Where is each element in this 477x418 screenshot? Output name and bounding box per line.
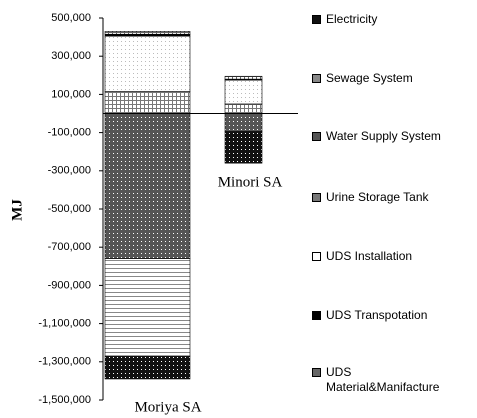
bar-segment: [104, 258, 191, 357]
legend-label: UDS Transpotation: [326, 308, 428, 322]
y-tick-label: 100,000: [51, 88, 91, 100]
y-tick-label: 300,000: [51, 50, 91, 62]
bar-segment: [104, 35, 191, 92]
bar-segment: [224, 113, 263, 132]
bar-segment: [224, 79, 263, 105]
legend-item: Sewage System: [312, 71, 477, 86]
category-label: Moriya SA: [134, 399, 201, 415]
bar-segment: [104, 113, 191, 259]
legend-swatch: [312, 252, 321, 261]
legend-swatch: [312, 368, 321, 377]
bar-segment: [224, 75, 263, 80]
y-tick-label: -700,000: [48, 241, 91, 253]
legend-item: Electricity: [312, 12, 477, 27]
legend-label: Urine Storage Tank: [326, 190, 429, 204]
y-tick-label: -900,000: [48, 279, 91, 291]
y-tick-label: -300,000: [48, 165, 91, 177]
legend-label: UDS Installation: [326, 249, 413, 263]
y-axis-label: MJ: [9, 199, 25, 221]
y-tick-label: 500,000: [51, 12, 91, 24]
legend-label: UDS Material&Manifacture: [326, 365, 440, 394]
y-tick-label: -100,000: [48, 127, 91, 139]
bar-segment: [224, 103, 263, 114]
legend-label: Electricity: [326, 12, 378, 26]
legend-swatch: [312, 132, 321, 141]
legend-item: UDS Installation: [312, 249, 477, 264]
legend-swatch: [312, 311, 321, 320]
legend-label: Water Supply System: [326, 129, 441, 143]
legend-item: UDS Material&Manifacture: [312, 365, 477, 395]
bar-segment: [224, 131, 263, 164]
y-tick-label: -1,100,000: [38, 318, 91, 330]
legend-swatch: [312, 193, 321, 202]
legend-item: Water Supply System: [312, 129, 477, 144]
y-tick-label: -1,300,000: [38, 356, 91, 368]
legend-swatch: [312, 15, 321, 24]
legend-item: UDS Transpotation: [312, 308, 477, 323]
y-tick-label: -1,500,000: [38, 394, 91, 406]
bar-segment: [104, 355, 191, 380]
y-tick-label: -500,000: [48, 203, 91, 215]
bar-segment: [104, 31, 191, 35]
category-label: Minori SA: [218, 174, 283, 190]
legend-label: Sewage System: [326, 71, 413, 85]
legend-item: Urine Storage Tank: [312, 190, 477, 205]
legend-swatch: [312, 74, 321, 83]
bar-segment: [104, 91, 191, 114]
